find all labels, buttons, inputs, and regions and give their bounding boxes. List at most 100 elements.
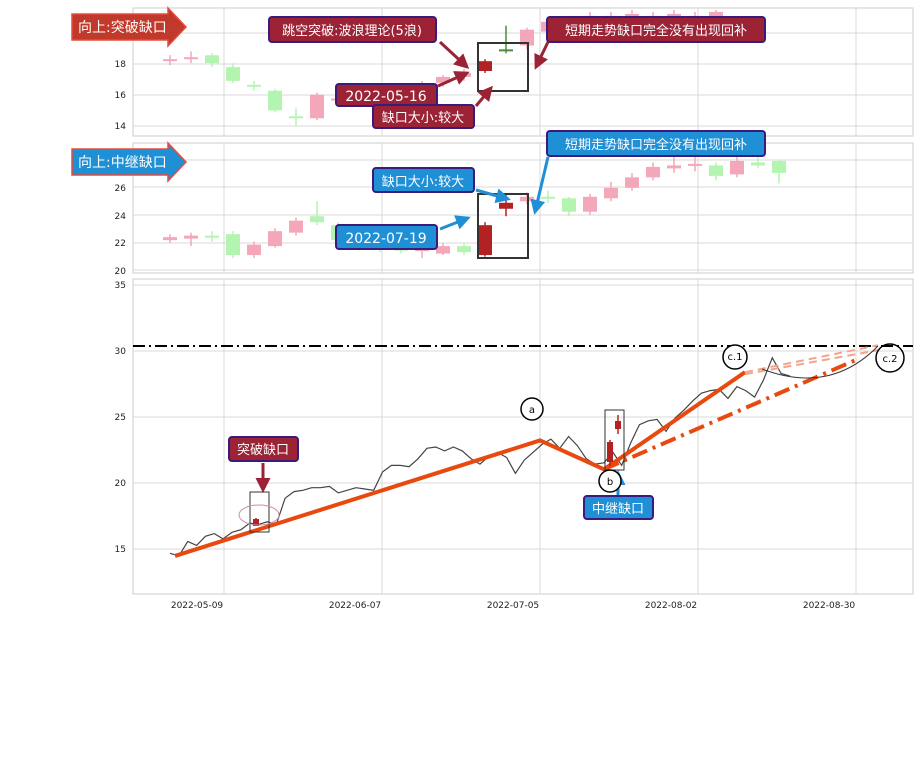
panel2-size-label: 缺口大小:较大 [372,167,475,193]
label-text: 短期走势缺口完全没有出现回补 [565,137,747,153]
candle-body [499,202,513,209]
label-text: 缺口大小:较大 [382,111,464,126]
point-a-marker: a [520,397,544,421]
trend-line-abc [174,370,747,558]
label-box [546,16,766,43]
label-box [546,130,766,157]
panel1-size-label: 缺口大小:较大 [372,104,475,129]
panel2-ytick: 26 [115,184,127,194]
panel3-xticks: 2022-05-09 2022-06-07 2022-07-05 2022-08… [171,601,856,611]
breakout-gap-box [249,491,270,533]
panel2-ytick: 24 [115,212,127,222]
candle-body [541,196,555,199]
candle-body [772,160,786,173]
panel1-tag-text: 向上:突破缺口 [78,20,167,36]
projection-dash-line [744,349,879,376]
candle-body [163,59,177,62]
panel3-ytick: 30 [115,347,127,357]
panel1-tag-arrow-shape [71,6,188,48]
panel3-xtick: 2022-08-02 [645,601,697,611]
annotation-arrow [530,156,550,215]
candle-body [667,13,681,18]
panel3-ytick: 15 [115,545,126,555]
panel3-ytick: 35 [115,281,126,291]
label-text: 2022-07-19 [345,231,426,247]
label-text: 缺口大小:较大 [382,175,464,190]
candle-body [268,231,282,247]
panel2-yticks: 20 22 24 26 [115,184,127,277]
relay-gap-box [604,409,625,471]
gap-candle-body [615,421,621,429]
candle-body [730,160,744,175]
candle-body [415,249,429,252]
panel1-ytick: 18 [115,60,127,70]
gap-candle-body [253,519,259,526]
point-circle [722,344,748,370]
panel2-ytick: 20 [115,267,127,277]
panel1-ytick: 14 [115,122,127,132]
candle-body [205,235,219,238]
candle-body [478,225,492,256]
panel3-xtick: 2022-07-05 [487,601,539,611]
panel2-fill-label: 短期走势缺口完全没有出现回补 [546,130,766,157]
candle-body [289,220,303,233]
label-text: 中继缺口 [592,502,644,517]
point-label: a [529,405,535,416]
annotation-arrow [534,41,550,70]
gap-candle-body [607,442,613,462]
panel2-ytick: 22 [115,239,126,249]
panel2-tag-arrow-shape [71,141,188,183]
panel2-tag: 向上:中继缺口 [71,141,188,183]
candle-body [625,177,639,188]
panel3-ytick: 25 [115,413,126,423]
candle-body [688,163,702,166]
candle-body [310,216,324,223]
point-circle [875,343,905,373]
point-c2-marker: c.2 [875,343,905,373]
annotation-arrow [439,215,471,231]
breakout-gap-ellipse [238,504,280,526]
candle-body [520,29,534,46]
point-b-marker: b [598,469,622,493]
candle-body [289,116,303,119]
candle-body [625,13,639,18]
projection-dash-line [744,344,879,374]
panel1-tag: 向上:突破缺口 [71,6,188,48]
panel3-yticks: 15 20 25 30 35 [115,281,127,555]
candle-body [751,162,765,166]
grid-lines [133,8,913,594]
panel2-tag-text: 向上:中继缺口 [78,155,167,171]
panel2-date-label: 2022-07-19 [335,224,438,250]
label-box [583,495,654,520]
label-text: 突破缺口 [237,442,289,458]
panel1-fill-label: 短期走势缺口完全没有出现回补 [546,16,766,43]
annotation-arrow [474,85,493,107]
label-box [335,224,438,250]
breakout-gap-label: 突破缺口 [228,436,299,462]
candle-body [247,84,261,87]
label-box [372,167,475,193]
annotation-arrow [437,71,470,88]
point-label: c.2 [882,354,897,365]
annotation-arrow [475,188,511,203]
panel3-series [133,344,913,558]
panel1-gap-box [477,42,529,92]
candle-body [646,166,660,178]
panel1-theory-label: 跳空突破:波浪理论(5浪) [268,16,437,43]
candle-body [583,196,597,212]
panel3-xtick: 2022-05-09 [171,601,224,611]
point-label: c.1 [727,352,742,363]
candle-body [310,94,324,119]
label-box [228,436,299,462]
panel3-ytick: 20 [115,479,127,489]
panel1-ytick: 16 [115,91,127,101]
candle-body [436,76,450,83]
candle-body [478,61,492,72]
panel1-frame [132,7,914,137]
label-text: 2022-05-16 [345,89,426,105]
candle-body [163,237,177,241]
label-box [372,104,475,129]
label-box [268,16,437,43]
point-c1-marker: c.1 [722,344,748,370]
